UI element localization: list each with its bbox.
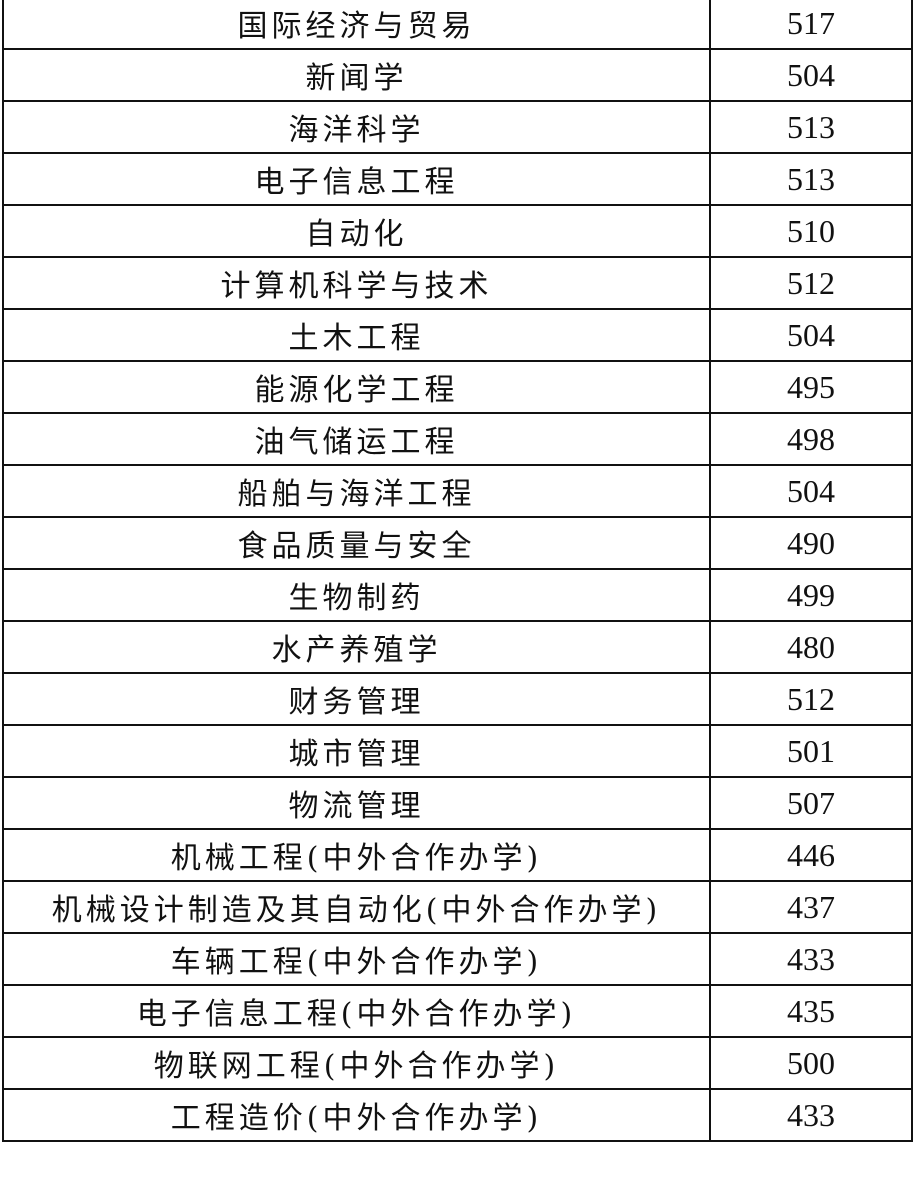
major-cell: 水产养殖学 [2,620,711,674]
table-row: 工程造价(中外合作办学) 433 [2,1088,913,1142]
table-row: 计算机科学与技术 512 [2,256,913,310]
table-row: 物联网工程(中外合作办学) 500 [2,1036,913,1090]
table-row: 车辆工程(中外合作办学) 433 [2,932,913,986]
score-cell: 504 [709,464,913,518]
table-row: 新闻学 504 [2,48,913,102]
major-cell: 生物制药 [2,568,711,622]
major-cell: 电子信息工程(中外合作办学) [2,984,711,1038]
major-cell: 车辆工程(中外合作办学) [2,932,711,986]
major-cell: 自动化 [2,204,711,258]
score-cell: 480 [709,620,913,674]
major-cell: 城市管理 [2,724,711,778]
score-cell: 500 [709,1036,913,1090]
major-cell: 工程造价(中外合作办学) [2,1088,711,1142]
table-row: 物流管理 507 [2,776,913,830]
table-row: 电子信息工程 513 [2,152,913,206]
major-cell: 电子信息工程 [2,152,711,206]
table-row: 船舶与海洋工程 504 [2,464,913,518]
table-row: 海洋科学 513 [2,100,913,154]
score-cell: 433 [709,932,913,986]
score-cell: 495 [709,360,913,414]
major-cell: 机械设计制造及其自动化(中外合作办学) [2,880,711,934]
major-cell: 物流管理 [2,776,711,830]
major-cell: 食品质量与安全 [2,516,711,570]
score-cell: 435 [709,984,913,1038]
score-cell: 501 [709,724,913,778]
score-cell: 433 [709,1088,913,1142]
score-cell: 512 [709,672,913,726]
score-cell: 490 [709,516,913,570]
score-cell: 507 [709,776,913,830]
score-cell: 510 [709,204,913,258]
score-cell: 504 [709,48,913,102]
score-cell: 504 [709,308,913,362]
table-row: 食品质量与安全 490 [2,516,913,570]
score-cell: 513 [709,152,913,206]
major-cell: 机械工程(中外合作办学) [2,828,711,882]
score-cell: 499 [709,568,913,622]
score-table: 国际经济与贸易 517 新闻学 504 海洋科学 513 电子信息工程 513 自动化 510 计算… [2,0,913,1142]
score-cell: 512 [709,256,913,310]
score-cell: 513 [709,100,913,154]
major-cell: 物联网工程(中外合作办学) [2,1036,711,1090]
major-cell: 船舶与海洋工程 [2,464,711,518]
table-row: 自动化 510 [2,204,913,258]
table-row: 水产养殖学 480 [2,620,913,674]
table-row: 电子信息工程(中外合作办学) 435 [2,984,913,1038]
table-row: 能源化学工程 495 [2,360,913,414]
major-cell: 能源化学工程 [2,360,711,414]
table-row: 城市管理 501 [2,724,913,778]
table-row: 油气储运工程 498 [2,412,913,466]
table-row: 生物制药 499 [2,568,913,622]
score-table-body: 国际经济与贸易 517 新闻学 504 海洋科学 513 电子信息工程 513 自动化 510 计算… [2,0,913,1142]
major-cell: 计算机科学与技术 [2,256,711,310]
major-cell: 国际经济与贸易 [2,0,711,50]
major-cell: 财务管理 [2,672,711,726]
major-cell: 新闻学 [2,48,711,102]
major-cell: 海洋科学 [2,100,711,154]
table-row: 机械设计制造及其自动化(中外合作办学) 437 [2,880,913,934]
score-cell: 498 [709,412,913,466]
major-cell: 油气储运工程 [2,412,711,466]
score-cell: 517 [709,0,913,50]
table-row: 机械工程(中外合作办学) 446 [2,828,913,882]
major-cell: 土木工程 [2,308,711,362]
table-row: 财务管理 512 [2,672,913,726]
score-cell: 437 [709,880,913,934]
table-row: 国际经济与贸易 517 [2,0,913,50]
table-row: 土木工程 504 [2,308,913,362]
score-cell: 446 [709,828,913,882]
